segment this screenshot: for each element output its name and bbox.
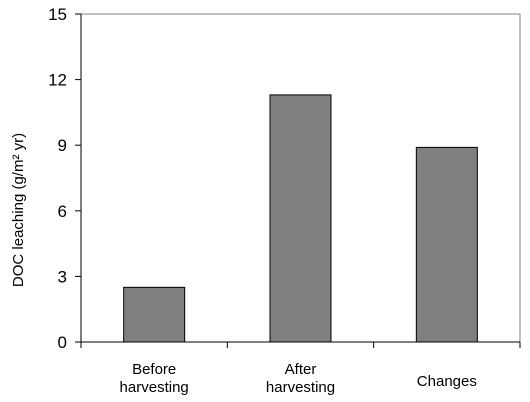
y-tick-label: 12 [48, 71, 67, 90]
x-axis: Before harvesting After harvesting Changes [80, 342, 521, 396]
y-axis-title: DOC leaching (g/m² yr) [10, 133, 27, 287]
y-axis: 0 3 6 9 12 15 [48, 5, 81, 352]
y-tick-label: 0 [58, 333, 67, 352]
x-category-label: Changes [417, 373, 477, 390]
x-category-label: After harvesting [266, 361, 335, 396]
bar [269, 94, 332, 343]
y-tick-label: 15 [48, 5, 67, 24]
y-tick-label: 9 [58, 136, 67, 155]
y-tick-label: 3 [58, 267, 67, 286]
bar [123, 286, 186, 343]
bars [123, 94, 478, 343]
bar [415, 146, 478, 343]
x-category-label: Before harvesting [120, 361, 189, 396]
y-tick-label: 6 [58, 202, 67, 221]
